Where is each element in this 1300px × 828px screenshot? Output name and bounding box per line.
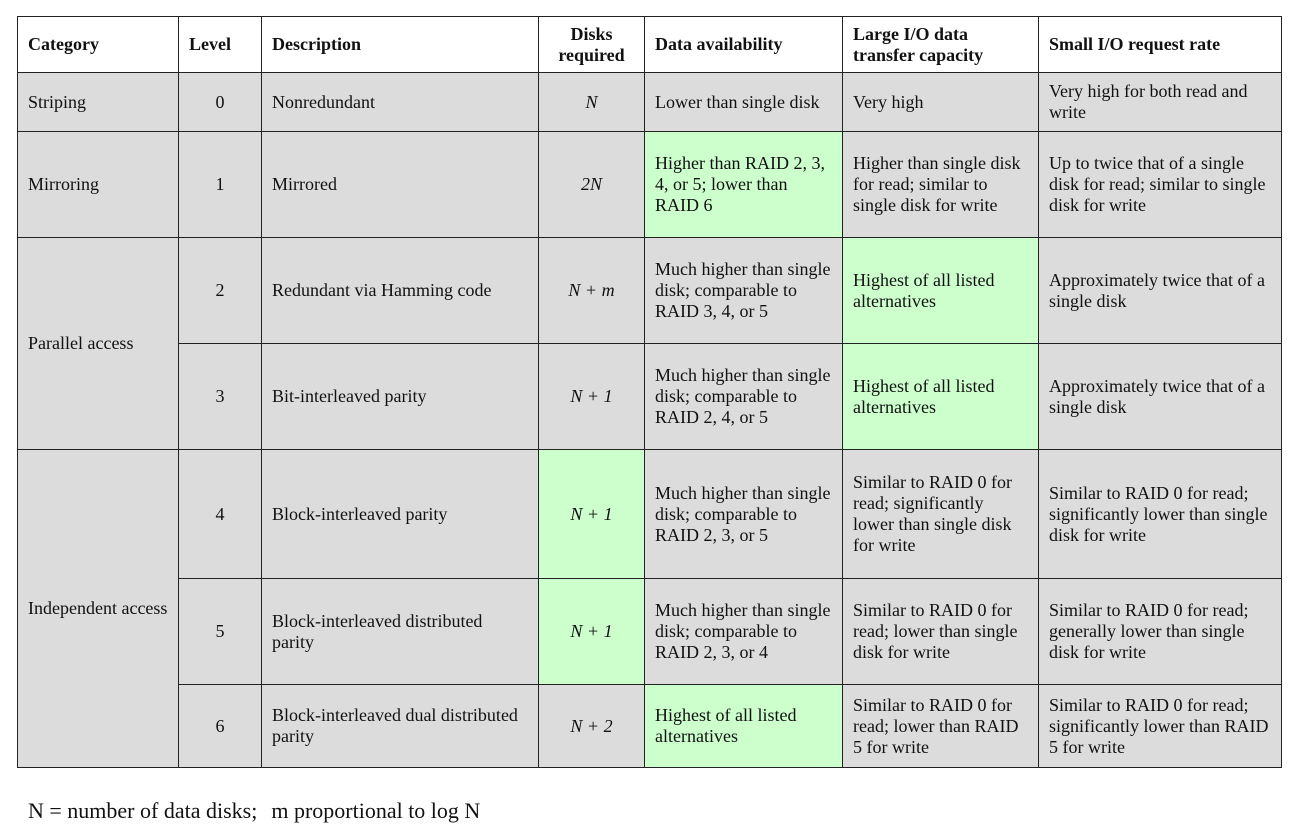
level-cell: 3: [178, 343, 262, 450]
footnote-m-definition: m proportional to log N: [271, 798, 481, 823]
description-cell: Block-interleaved parity: [261, 449, 539, 579]
description-cell: Bit-interleaved parity: [261, 343, 539, 450]
availability-cell: Much higher than single disk; comparable…: [644, 578, 843, 685]
category-cell-mirroring: Mirroring: [17, 131, 179, 238]
table-row: Parallel access 2 Redundant via Hamming …: [17, 237, 1282, 450]
table-row: 6 Block-interleaved dual distributed par…: [18, 684, 1282, 768]
category-cell-striping: Striping: [17, 72, 179, 132]
raid-levels-table: Category Level Description Disks require…: [17, 16, 1282, 768]
header-data-availability: Data availability: [644, 16, 843, 73]
small-io-cell: Very high for both read and write: [1038, 72, 1282, 132]
availability-cell: Highest of all listed alternatives: [644, 684, 843, 768]
small-io-cell: Up to twice that of a single disk for re…: [1038, 131, 1282, 238]
description-cell: Block-interleaved distributed parity: [261, 578, 539, 685]
disks-cell: N + m: [538, 237, 645, 344]
large-io-cell: Highest of all listed alternatives: [842, 343, 1039, 450]
level-cell: 6: [178, 684, 262, 768]
header-disks-required: Disks required: [538, 16, 645, 73]
level-cell: 0: [178, 72, 262, 132]
disks-cell: 2N: [538, 131, 645, 238]
level-cell: 5: [178, 578, 262, 685]
large-io-cell: Similar to RAID 0 for read; lower than s…: [842, 578, 1039, 685]
header-level: Level: [178, 16, 262, 73]
small-io-cell: Approximately twice that of a single dis…: [1038, 343, 1282, 450]
disks-cell: N + 2: [538, 684, 645, 768]
table-row: Striping 0 Nonredundant N Lower than sin…: [17, 72, 1282, 132]
table-row: 3 Bit-interleaved parity N + 1 Much high…: [18, 343, 1282, 450]
description-cell: Block-interleaved dual distributed parit…: [261, 684, 539, 768]
footnote: N = number of data disks; m proportional …: [28, 798, 480, 824]
disks-cell: N + 1: [538, 343, 645, 450]
table-row: Mirroring 1 Mirrored 2N Higher than RAID…: [17, 131, 1282, 238]
disks-cell: N + 1: [538, 449, 645, 579]
level-cell: 2: [178, 237, 262, 344]
disks-cell: N + 1: [538, 578, 645, 685]
header-category: Category: [17, 16, 179, 73]
header-description: Description: [261, 16, 539, 73]
large-io-cell: Similar to RAID 0 for read; significantl…: [842, 449, 1039, 579]
level-cell: 1: [178, 131, 262, 238]
description-cell: Nonredundant: [261, 72, 539, 132]
description-cell: Mirrored: [261, 131, 539, 238]
footnote-n-definition: N = number of data disks;: [28, 798, 258, 823]
large-io-cell: Similar to RAID 0 for read; lower than R…: [842, 684, 1039, 768]
availability-cell: Much higher than single disk; comparable…: [644, 343, 843, 450]
small-io-cell: Similar to RAID 0 for read; generally lo…: [1038, 578, 1282, 685]
availability-cell: Much higher than single disk; comparable…: [644, 237, 843, 344]
availability-cell: Much higher than single disk; comparable…: [644, 449, 843, 579]
small-io-cell: Similar to RAID 0 for read; significantl…: [1038, 684, 1282, 768]
table-row: 5 Block-interleaved distributed parity N…: [18, 578, 1282, 685]
header-row: Category Level Description Disks require…: [17, 16, 1282, 73]
small-io-cell: Similar to RAID 0 for read; significantl…: [1038, 449, 1282, 579]
description-cell: Redundant via Hamming code: [261, 237, 539, 344]
availability-cell: Higher than RAID 2, 3, 4, or 5; lower th…: [644, 131, 843, 238]
category-cell-parallel-access: Parallel access: [17, 237, 179, 450]
large-io-cell: Highest of all listed alternatives: [842, 237, 1039, 344]
category-cell-independent-access: Independent access: [17, 449, 179, 768]
header-large-io: Large I/O data transfer capacity: [842, 16, 1039, 73]
table-row: Independent access 4 Block-interleaved p…: [17, 449, 1282, 768]
header-small-io: Small I/O request rate: [1038, 16, 1282, 73]
large-io-cell: Higher than single disk for read; simila…: [842, 131, 1039, 238]
level-cell: 4: [178, 449, 262, 579]
small-io-cell: Approximately twice that of a single dis…: [1038, 237, 1282, 344]
large-io-cell: Very high: [842, 72, 1039, 132]
disks-cell: N: [538, 72, 645, 132]
availability-cell: Lower than single disk: [644, 72, 843, 132]
